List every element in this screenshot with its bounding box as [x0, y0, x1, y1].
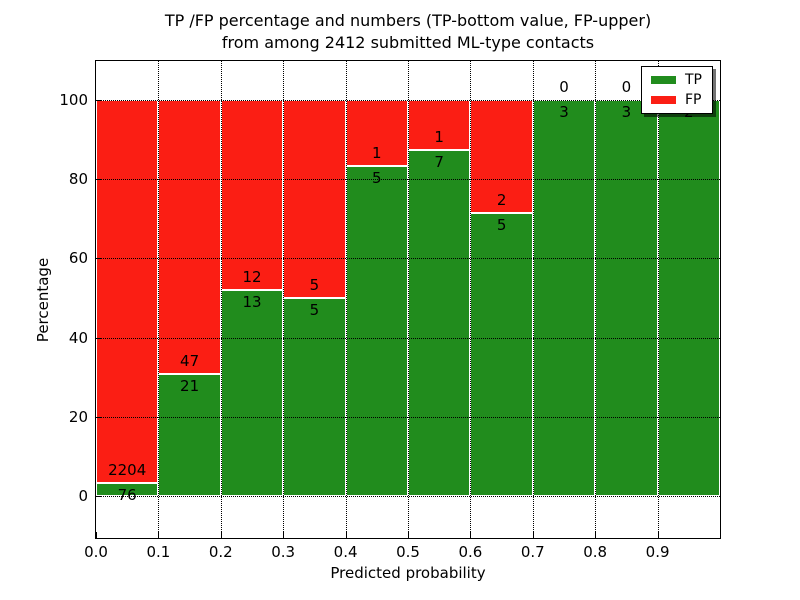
v-gridline — [408, 61, 409, 538]
x-tick-label: 0.8 — [583, 543, 608, 561]
v-gridline — [532, 61, 534, 538]
bar-tp-count-label: 76 — [117, 485, 137, 504]
plot-area: TP FP 220476472112135515172503032 — [95, 60, 721, 539]
bar-fp-count-label: 47 — [180, 351, 200, 370]
bar-fp-segment — [96, 100, 159, 483]
bar-tp-count-label: 21 — [180, 376, 200, 395]
bar-tp-segment — [532, 100, 596, 496]
bar-tp-segment — [595, 100, 658, 496]
x-tick-mark — [158, 532, 160, 538]
x-tick-label: 0.3 — [271, 543, 296, 561]
bar-tp-count-label: 7 — [434, 152, 444, 171]
bar-fp-count-label: 1 — [372, 144, 382, 162]
v-gridline — [657, 61, 659, 538]
y-tick-mark — [96, 337, 102, 339]
bar-fp-segment — [220, 100, 284, 291]
bar-tp-segment — [220, 290, 284, 496]
x-tick-mark — [283, 532, 285, 538]
y-tick-mark — [96, 258, 102, 260]
bar-tp-count-label: 3 — [559, 103, 569, 121]
fp-legend-swatch — [651, 96, 676, 104]
bar-fp-count-label: 5 — [309, 276, 320, 294]
tp-legend-swatch — [651, 76, 676, 84]
v-gridline — [345, 61, 347, 538]
v-gridline — [470, 61, 472, 538]
bar-fp-count-label: 0 — [621, 78, 632, 96]
bar-fp-segment — [408, 100, 471, 150]
x-tick-mark — [657, 532, 659, 538]
x-tick-label: 0.1 — [146, 543, 171, 561]
fp-legend-label: FP — [685, 92, 702, 108]
bar-fp-count-label: 1 — [434, 127, 444, 146]
x-tick-mark — [470, 532, 472, 538]
legend-entry-tp: TP — [651, 73, 702, 87]
bar-tp-segment — [158, 373, 221, 496]
chart-title: TP /FP percentage and numbers (TP-bottom… — [96, 10, 720, 53]
chart-title-line-2: from among 2412 submitted ML-type contac… — [221, 32, 595, 52]
x-tick-mark — [220, 532, 222, 538]
x-tick-label: 0.7 — [520, 543, 545, 561]
x-tick-mark — [96, 532, 97, 538]
x-tick-label: 0.9 — [645, 543, 670, 561]
legend: TP FP — [641, 66, 713, 114]
bar-tp-count-label: 3 — [621, 103, 632, 121]
bar-fp-count-label: 2204 — [108, 460, 147, 479]
bar-tp-segment — [408, 149, 471, 496]
x-tick-label: 0.5 — [396, 543, 420, 561]
v-gridline — [220, 61, 222, 538]
bar-tp-count-label: 13 — [242, 293, 262, 312]
y-tick-mark — [96, 416, 102, 418]
v-gridline — [283, 61, 285, 538]
bar-fp-count-label: 2 — [496, 191, 507, 210]
x-tick-mark — [408, 532, 409, 538]
bar-fp-count-label: 0 — [559, 78, 569, 96]
bar-tp-segment — [96, 482, 159, 496]
x-tick-label: 0.4 — [333, 543, 358, 561]
y-tick-label: 40 — [68, 328, 88, 347]
y-tick-label: 100 — [59, 91, 88, 109]
bar-tp-count-label: 5 — [372, 169, 382, 187]
x-tick-mark — [595, 532, 597, 538]
bar-fp-segment — [283, 100, 346, 298]
y-tick-label: 20 — [68, 407, 88, 426]
y-tick-label: 80 — [68, 170, 88, 189]
x-tick-label: 0.0 — [84, 543, 108, 561]
x-tick-label: 0.2 — [208, 543, 233, 561]
bar-tp-segment — [470, 213, 533, 496]
bar-tp-count-label: 5 — [309, 301, 320, 319]
v-gridline — [595, 61, 597, 538]
bar-tp-segment — [345, 166, 408, 496]
x-tick-label: 0.6 — [458, 543, 483, 561]
x-tick-mark — [345, 532, 347, 538]
bar-tp-count-label: 5 — [496, 216, 507, 235]
legend-entry-fp: FP — [651, 93, 702, 107]
y-tick-label: 0 — [78, 487, 88, 505]
v-gridline — [158, 61, 160, 538]
tp-legend-label: TP — [685, 72, 702, 88]
x-axis-label: Predicted probability — [330, 564, 486, 582]
bar-fp-segment — [158, 100, 221, 374]
x-tick-mark — [532, 532, 534, 538]
y-tick-mark — [96, 496, 102, 497]
y-tick-label: 60 — [68, 249, 88, 268]
y-tick-mark — [96, 179, 102, 181]
y-tick-mark — [96, 100, 102, 101]
bar-tp-segment — [283, 298, 346, 496]
bar-tp-segment — [657, 100, 720, 496]
chart-title-line-1: TP /FP percentage and numbers (TP-bottom… — [164, 11, 652, 30]
bar-fp-count-label: 12 — [242, 268, 262, 287]
